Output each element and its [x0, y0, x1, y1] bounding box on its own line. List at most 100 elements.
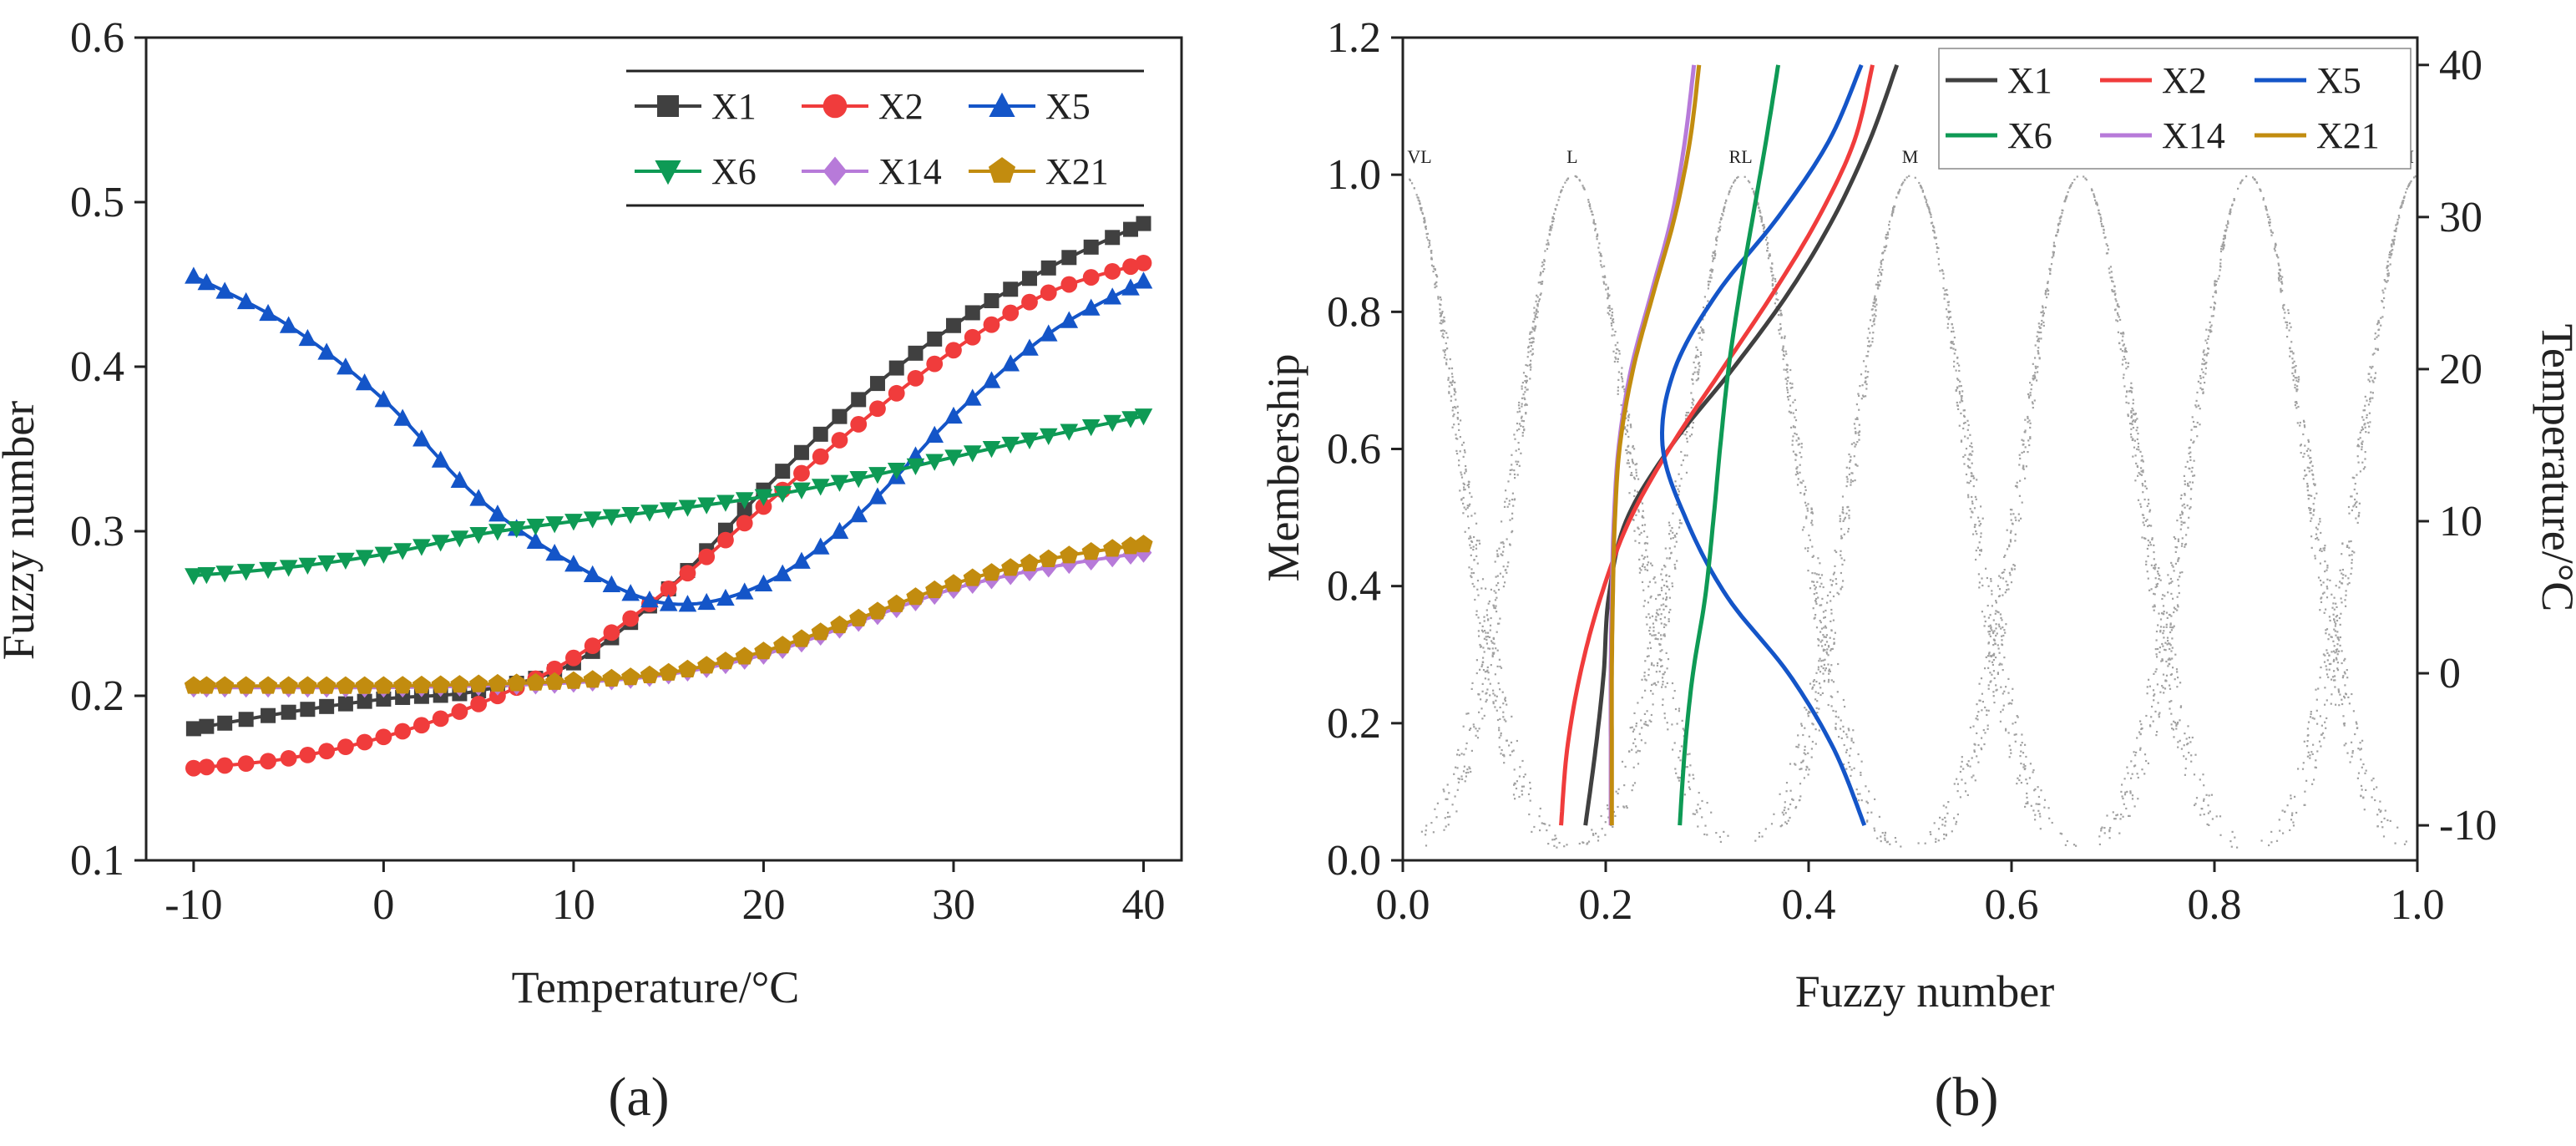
membership-point — [2177, 677, 2179, 679]
membership-point — [1440, 315, 1442, 317]
membership-point — [1430, 256, 1433, 259]
data-point-X5 — [197, 272, 216, 291]
membership-point — [1799, 795, 1802, 798]
membership-point — [2380, 809, 2382, 812]
membership-point — [1842, 725, 1845, 728]
membership-point — [1506, 739, 1508, 742]
membership-point — [2160, 660, 2163, 662]
membership-point — [1521, 794, 1524, 796]
membership-point — [2125, 351, 2128, 353]
membership-point — [1485, 609, 1488, 611]
membership-point — [1511, 512, 1514, 515]
membership-point — [2347, 696, 2350, 698]
membership-point — [1579, 180, 1582, 182]
membership-point — [2131, 773, 2133, 775]
membership-point — [1753, 190, 1755, 193]
membership-point — [1865, 355, 1868, 357]
data-point-X5 — [355, 373, 374, 391]
membership-point — [2361, 461, 2364, 464]
membership-point — [1541, 281, 1544, 283]
data-point-X5 — [773, 564, 792, 581]
membership-point — [1674, 480, 1677, 483]
membership-point — [2274, 244, 2277, 246]
membership-point — [2326, 659, 2329, 662]
membership-point — [1531, 342, 1533, 344]
membership-point — [2027, 439, 2030, 442]
legend-label-X5: X5 — [2316, 60, 2361, 101]
membership-point — [2011, 522, 2014, 525]
membership-point — [1441, 311, 1444, 313]
membership-point — [2213, 307, 2215, 310]
membership-point — [1425, 228, 1427, 231]
membership-point — [1688, 753, 1691, 755]
membership-point — [2371, 779, 2373, 782]
membership-point — [1995, 627, 1997, 630]
membership-point — [1987, 642, 1990, 645]
y-tick-label: 0.2 — [1327, 700, 1381, 748]
membership-point — [2178, 591, 2180, 595]
membership-point — [1961, 760, 1963, 763]
membership-point — [2167, 640, 2169, 642]
membership-point — [1789, 763, 1792, 765]
membership-point — [1469, 503, 1471, 505]
membership-point — [1455, 391, 1457, 393]
membership-point — [2185, 738, 2188, 740]
data-point-X1 — [376, 691, 392, 707]
membership-point — [1771, 282, 1774, 286]
membership-point — [1939, 270, 1941, 272]
membership-point — [1520, 424, 1522, 428]
membership-point — [2161, 659, 2164, 662]
membership-point — [2058, 222, 2061, 225]
membership-point — [1465, 775, 1467, 778]
membership-point — [1841, 563, 1844, 565]
membership-point — [1875, 299, 1877, 302]
membership-point — [2200, 368, 2204, 371]
membership-point — [2295, 401, 2298, 403]
membership-point — [1473, 726, 1475, 728]
membership-point — [1551, 224, 1554, 226]
membership-point — [2208, 794, 2210, 797]
membership-point — [1807, 503, 1809, 505]
membership-point — [2103, 827, 2106, 829]
data-point-X2 — [1021, 293, 1038, 311]
membership-point — [1842, 730, 1845, 733]
membership-point — [2311, 753, 2314, 755]
data-point-X21 — [564, 671, 584, 689]
membership-point — [2013, 733, 2016, 736]
membership-point — [1653, 576, 1656, 579]
data-point-X1 — [319, 698, 335, 714]
data-point-X6 — [355, 550, 374, 567]
membership-point — [2210, 324, 2213, 327]
membership-point — [1456, 412, 1460, 414]
membership-point — [1527, 793, 1531, 795]
membership-point — [1409, 179, 1411, 182]
data-point-X5 — [925, 425, 944, 444]
membership-point — [1824, 643, 1826, 646]
membership-point — [2184, 767, 2187, 770]
membership-point — [1447, 811, 1450, 814]
membership-point — [1504, 569, 1506, 571]
membership-point — [1613, 360, 1616, 363]
membership-point — [1684, 414, 1688, 417]
membership-point — [2281, 307, 2285, 309]
membership-point — [1953, 783, 1956, 785]
membership-point — [2027, 397, 2031, 399]
membership-point — [2306, 485, 2309, 488]
membership-point — [2143, 524, 2145, 526]
membership-point — [2280, 291, 2282, 293]
membership-point — [2121, 350, 2123, 352]
membership-point — [1521, 759, 1524, 763]
membership-point — [2277, 276, 2280, 279]
membership-point — [2022, 766, 2025, 768]
membership-point — [1821, 645, 1824, 647]
membership-point — [1874, 297, 1876, 299]
membership-point — [1633, 489, 1637, 492]
membership-point — [2374, 347, 2377, 350]
membership-point — [1531, 337, 1534, 339]
membership-point — [2190, 760, 2193, 763]
membership-point — [2053, 245, 2057, 247]
membership-point — [2002, 669, 2004, 672]
membership-point — [2168, 657, 2170, 660]
membership-point — [1786, 380, 1789, 383]
